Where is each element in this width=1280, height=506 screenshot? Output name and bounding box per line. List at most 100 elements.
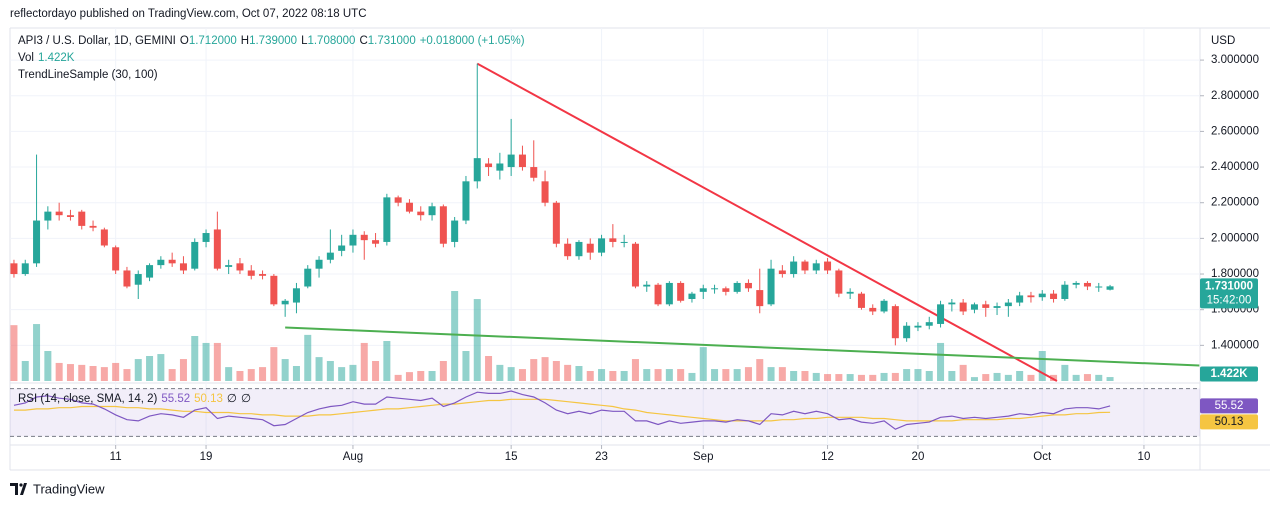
trend-line bbox=[476, 62, 1058, 382]
candle-body bbox=[100, 229, 108, 246]
candle-body bbox=[598, 238, 606, 253]
volume-bar bbox=[631, 359, 639, 381]
volume-bar bbox=[338, 367, 346, 381]
volume-bar bbox=[1004, 374, 1012, 381]
candle-body bbox=[846, 291, 854, 294]
candle-body bbox=[722, 288, 730, 292]
volume-bar bbox=[609, 371, 617, 381]
rsi-value: 55.52 bbox=[161, 393, 191, 405]
candle-body bbox=[236, 263, 244, 271]
candle-body bbox=[428, 206, 436, 216]
volume-bar bbox=[270, 347, 278, 381]
volume-bar bbox=[485, 356, 493, 381]
candle-body bbox=[304, 268, 312, 287]
volume-bar bbox=[89, 366, 97, 381]
volume-bar bbox=[281, 359, 289, 381]
volume-bar bbox=[778, 367, 786, 381]
volume-bar bbox=[677, 369, 685, 381]
candle-body bbox=[1016, 295, 1024, 303]
candle-body bbox=[123, 270, 131, 287]
y-tick-label: 2.600000 bbox=[1211, 125, 1259, 137]
volume-bar bbox=[112, 362, 120, 381]
price-tag bbox=[1200, 278, 1258, 309]
volume-bar bbox=[259, 367, 267, 381]
candle-body bbox=[880, 300, 888, 312]
volume-bar bbox=[21, 361, 29, 381]
candle-body bbox=[225, 265, 233, 267]
volume-bar bbox=[66, 364, 74, 381]
candle-body bbox=[1004, 302, 1012, 307]
candle-body bbox=[982, 304, 990, 308]
price-tag-countdown: 15:42:00 bbox=[1207, 294, 1252, 306]
volume-bar bbox=[880, 372, 888, 381]
candle-body bbox=[1072, 282, 1080, 285]
candle-body bbox=[10, 263, 18, 275]
candle-body bbox=[824, 261, 832, 271]
volume-bar bbox=[383, 341, 391, 381]
candle-body bbox=[733, 282, 741, 292]
candle-body bbox=[451, 220, 459, 242]
volume-bar bbox=[575, 366, 583, 381]
candle-body bbox=[801, 261, 809, 271]
candle-body bbox=[790, 261, 798, 275]
candle-body bbox=[914, 325, 922, 328]
y-tick-label: 2.800000 bbox=[1211, 90, 1259, 102]
ohlc-key: H bbox=[240, 35, 250, 47]
volume-bar bbox=[937, 342, 945, 381]
candle-body bbox=[948, 302, 956, 305]
candle-body bbox=[496, 163, 504, 171]
rsi-tag bbox=[1200, 414, 1258, 430]
tradingview-logo bbox=[10, 483, 27, 495]
candle-body bbox=[541, 181, 549, 203]
candle-body bbox=[259, 274, 267, 276]
candle-body bbox=[191, 241, 199, 269]
indicator-name: TrendLineSample (30, 100) bbox=[18, 69, 158, 81]
candle-body bbox=[462, 181, 470, 221]
candle-body bbox=[857, 293, 865, 308]
volume-bar bbox=[360, 342, 368, 381]
rsi-line bbox=[14, 398, 1111, 422]
candle-body bbox=[326, 252, 334, 260]
volume-bar bbox=[711, 369, 719, 381]
volume-bar bbox=[292, 366, 300, 381]
candle-body bbox=[292, 288, 300, 303]
volume-bar bbox=[756, 359, 764, 381]
volume-bar bbox=[100, 367, 108, 381]
volume-legend: Vol 1.422K bbox=[18, 52, 78, 64]
candle-body bbox=[360, 234, 368, 241]
volume-bar bbox=[620, 371, 628, 381]
candle-body bbox=[891, 306, 899, 339]
volume-bar bbox=[643, 369, 651, 381]
ohlc-value: 1.731000 bbox=[367, 35, 416, 47]
volume-bar bbox=[564, 364, 572, 381]
candle-body bbox=[665, 282, 673, 305]
candle-body bbox=[507, 154, 515, 168]
volume-bar bbox=[801, 371, 809, 381]
volume-bar bbox=[654, 369, 662, 381]
ohlc-value: 1.739000 bbox=[249, 35, 298, 47]
y-tick-label: 1.400000 bbox=[1211, 339, 1259, 351]
candle-body bbox=[552, 202, 560, 244]
candle-body bbox=[1106, 286, 1114, 290]
candle-body bbox=[609, 238, 617, 242]
volume-value: 1.422K bbox=[38, 52, 75, 64]
volume-bar bbox=[970, 377, 978, 381]
candle-body bbox=[1061, 284, 1069, 299]
y-tick-label: 2.400000 bbox=[1211, 161, 1259, 173]
volume-bar bbox=[846, 374, 854, 381]
volume-bar bbox=[417, 371, 425, 381]
candle-body bbox=[1095, 286, 1103, 288]
candle-body bbox=[89, 225, 97, 228]
ohlc-key: L bbox=[301, 35, 308, 47]
candle-body bbox=[372, 240, 380, 244]
candle-body bbox=[21, 263, 29, 275]
rsi-value: 50.13 bbox=[194, 393, 223, 405]
candle-body bbox=[812, 263, 820, 271]
volume-bar bbox=[1095, 374, 1103, 381]
x-tick-label: 19 bbox=[200, 451, 213, 463]
candle-body bbox=[756, 290, 764, 307]
candle-body bbox=[270, 275, 278, 305]
candle-body bbox=[485, 163, 493, 168]
volume-bar bbox=[1016, 371, 1024, 381]
candle-body bbox=[699, 288, 707, 292]
